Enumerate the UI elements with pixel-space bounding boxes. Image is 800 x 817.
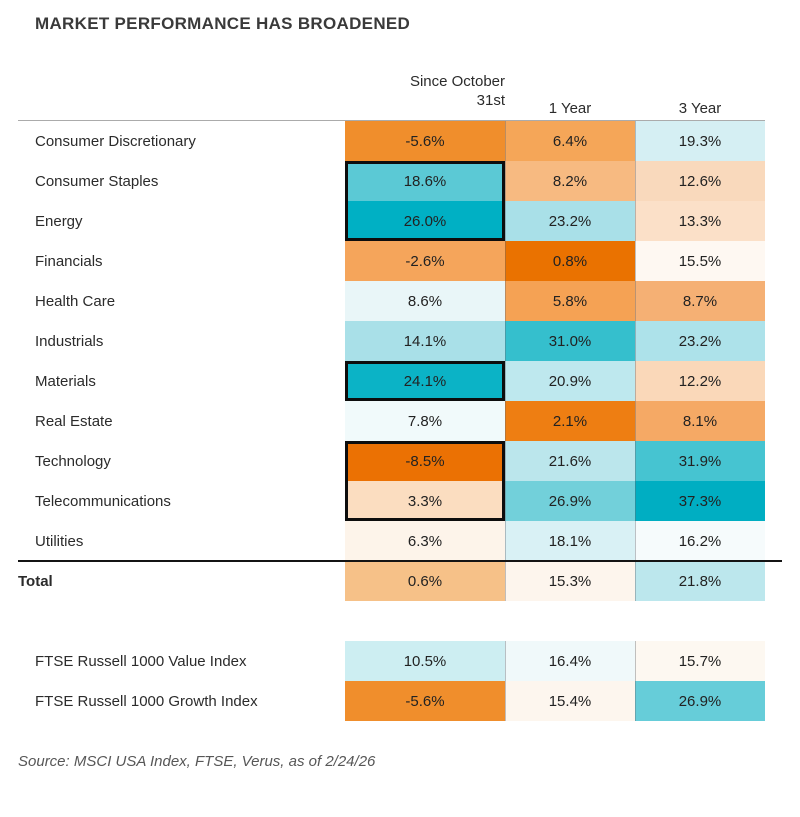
source-note: Source: MSCI USA Index, FTSE, Verus, as …	[18, 753, 376, 770]
heatmap-cell: 26.9%	[635, 681, 765, 721]
heatmap-cell: 2.1%	[505, 401, 635, 441]
column-header-1-year: 1 Year	[505, 64, 635, 121]
heatmap-cell: 15.7%	[635, 641, 765, 681]
total-row-label: Total	[18, 561, 345, 601]
heatmap-cell: 5.8%	[505, 281, 635, 321]
heatmap-cell: 18.6%	[345, 161, 505, 201]
heatmap-cell: -5.6%	[345, 121, 505, 161]
heatmap-cell: 31.9%	[635, 441, 765, 481]
index-row-label: FTSE Russell 1000 Value Index	[18, 641, 345, 681]
column-header-since-october-31st: Since October 31st	[345, 64, 505, 121]
heatmap-cell: 12.2%	[635, 361, 765, 401]
heatmap-cell: 0.8%	[505, 241, 635, 281]
heatmap-cell: 3.3%	[345, 481, 505, 521]
heatmap-cell: 6.3%	[345, 521, 505, 561]
heatmap-cell: 21.6%	[505, 441, 635, 481]
heatmap-cell: 8.2%	[505, 161, 635, 201]
heatmap-cell: 13.3%	[635, 201, 765, 241]
heatmap-cell: 37.3%	[635, 481, 765, 521]
sector-row-label: Health Care	[18, 281, 345, 321]
heatmap-cell: 7.8%	[345, 401, 505, 441]
heatmap-table: Since October 31st 1 Year 3 Year Consume…	[18, 64, 782, 721]
column-header-line2: 31st	[476, 91, 505, 109]
heatmap-cell: 15.3%	[505, 561, 635, 601]
heatmap-cell: 24.1%	[345, 361, 505, 401]
heatmap-cell: 8.7%	[635, 281, 765, 321]
heatmap-cell: 26.9%	[505, 481, 635, 521]
heatmap-cell: 8.6%	[345, 281, 505, 321]
heatmap-cell: -5.6%	[345, 681, 505, 721]
heatmap-cell: 0.6%	[345, 561, 505, 601]
heatmap-cell: 19.3%	[635, 121, 765, 161]
heatmap-cell: 10.5%	[345, 641, 505, 681]
sector-row-label: Technology	[18, 441, 345, 481]
page-title: MARKET PERFORMANCE HAS BROADENED	[35, 14, 411, 33]
sector-row-label: Consumer Discretionary	[18, 121, 345, 161]
heatmap-cell: 16.2%	[635, 521, 765, 561]
column-header-line1: Since October	[409, 72, 505, 90]
column-header-3-year: 3 Year	[635, 64, 765, 121]
heatmap-cell: -8.5%	[345, 441, 505, 481]
table-spacer	[18, 601, 765, 641]
heatmap-cell: 14.1%	[345, 321, 505, 361]
heatmap-cell: 15.4%	[505, 681, 635, 721]
heatmap-cell: 18.1%	[505, 521, 635, 561]
sector-row-label: Industrials	[18, 321, 345, 361]
heatmap-cell: 6.4%	[505, 121, 635, 161]
heatmap-cell: 26.0%	[345, 201, 505, 241]
heatmap-cell: 8.1%	[635, 401, 765, 441]
heatmap-cell: -2.6%	[345, 241, 505, 281]
index-row-label: FTSE Russell 1000 Growth Index	[18, 681, 345, 721]
total-separator-line	[18, 560, 782, 562]
heatmap-cell: 20.9%	[505, 361, 635, 401]
heatmap-cell: 23.2%	[505, 201, 635, 241]
heatmap-cell: 21.8%	[635, 561, 765, 601]
heatmap-cell: 12.6%	[635, 161, 765, 201]
heatmap-cell: 23.2%	[635, 321, 765, 361]
heatmap-cell: 15.5%	[635, 241, 765, 281]
sector-row-label: Financials	[18, 241, 345, 281]
column-header-blank	[18, 64, 345, 121]
sector-row-label: Materials	[18, 361, 345, 401]
sector-row-label: Telecommunications	[18, 481, 345, 521]
sector-row-label: Consumer Staples	[18, 161, 345, 201]
heatmap-cell: 16.4%	[505, 641, 635, 681]
sector-row-label: Energy	[18, 201, 345, 241]
heatmap-cell: 31.0%	[505, 321, 635, 361]
sector-row-label: Real Estate	[18, 401, 345, 441]
sector-row-label: Utilities	[18, 521, 345, 561]
